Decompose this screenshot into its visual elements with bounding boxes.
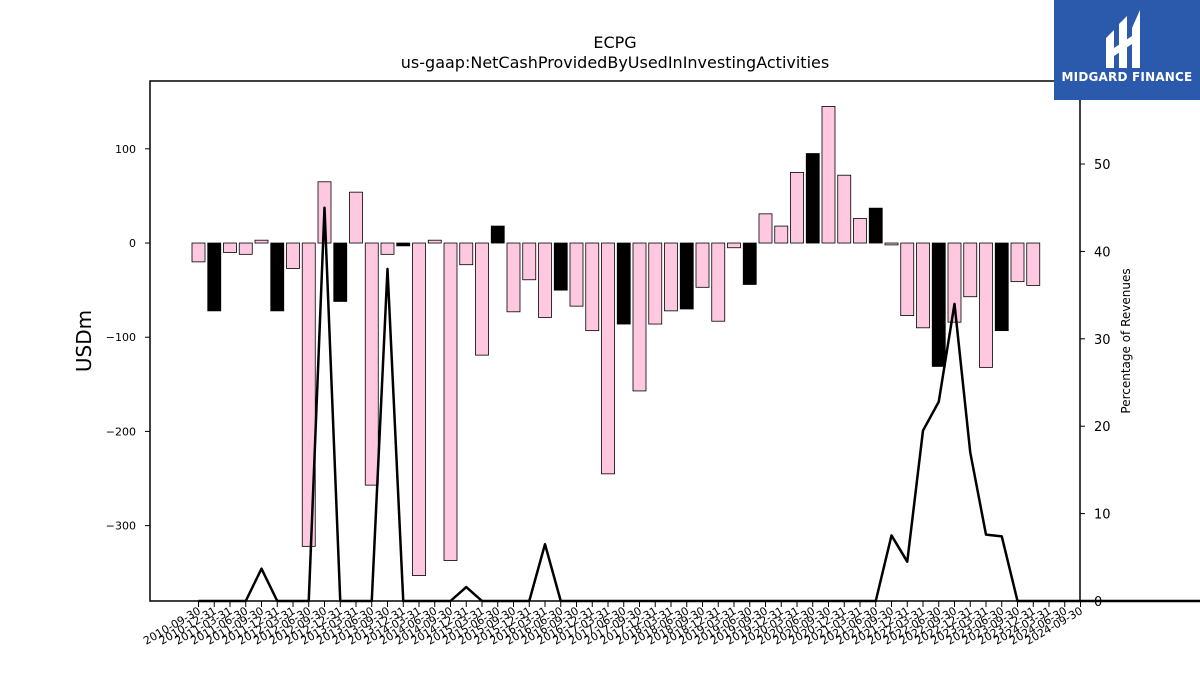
bar-49 bbox=[964, 243, 977, 297]
bar-10 bbox=[350, 192, 363, 243]
bar-23 bbox=[554, 243, 567, 290]
ytick-label-4: −300 bbox=[106, 520, 136, 533]
bar-4 bbox=[255, 240, 268, 243]
midgard-logo-icon bbox=[1054, 0, 1200, 70]
bar-39 bbox=[806, 154, 819, 243]
bar-34 bbox=[728, 243, 741, 248]
bar-13 bbox=[397, 243, 410, 246]
bar-41 bbox=[838, 175, 851, 243]
chart-subtitle: us-gaap:NetCashProvidedByUsedInInvesting… bbox=[401, 53, 829, 72]
y2tick-label-0: 50 bbox=[1094, 158, 1111, 173]
bar-28 bbox=[633, 243, 646, 391]
ytick-label-3: −200 bbox=[106, 425, 136, 438]
bar-26 bbox=[602, 243, 615, 474]
y2tick-label-4: 10 bbox=[1094, 508, 1111, 523]
bar-45 bbox=[901, 243, 914, 316]
bar-16 bbox=[444, 243, 457, 560]
bar-22 bbox=[539, 243, 552, 317]
bar-38 bbox=[791, 172, 804, 243]
bar-27 bbox=[617, 243, 630, 324]
chart-title: ECPG bbox=[593, 33, 636, 52]
bar-46 bbox=[917, 243, 930, 328]
bar-25 bbox=[586, 243, 599, 331]
bar-0 bbox=[192, 243, 205, 262]
bar-29 bbox=[649, 243, 662, 324]
y-axis-right: 50 40 30 20 10 0 bbox=[1080, 158, 1111, 610]
bar-5 bbox=[271, 243, 284, 311]
bar-3 bbox=[239, 243, 252, 254]
y2tick-label-1: 40 bbox=[1094, 245, 1111, 260]
bar-43 bbox=[869, 208, 882, 243]
x-axis: 2010-09-302010-12-312011-03-312011-06-30… bbox=[141, 601, 1085, 648]
bar-24 bbox=[570, 243, 583, 306]
bar-15 bbox=[428, 240, 441, 243]
bar-31 bbox=[680, 243, 693, 309]
bar-18 bbox=[476, 243, 489, 355]
ytick-label-1: 0 bbox=[129, 237, 136, 250]
bar-20 bbox=[507, 243, 520, 312]
bar-30 bbox=[665, 243, 678, 311]
bar-40 bbox=[822, 106, 835, 243]
bar-2 bbox=[224, 243, 237, 252]
bar-9 bbox=[334, 243, 347, 301]
ytick-label-0: 100 bbox=[115, 143, 136, 156]
bar-53 bbox=[1027, 243, 1040, 285]
bar-12 bbox=[381, 243, 394, 254]
bar-47 bbox=[932, 243, 945, 366]
bar-52 bbox=[1011, 243, 1024, 282]
y2tick-label-3: 20 bbox=[1094, 420, 1111, 435]
brand-logo: MIDGARD FINANCE bbox=[1054, 0, 1200, 100]
y2-axis-label: Percentage of Revenues bbox=[1119, 268, 1133, 413]
brand-name: MIDGARD FINANCE bbox=[1054, 70, 1200, 84]
bar-42 bbox=[854, 219, 867, 243]
y-axis-left: 100 0 −100 −200 −300 bbox=[106, 143, 150, 533]
bar-21 bbox=[523, 243, 536, 280]
bar-17 bbox=[460, 243, 473, 265]
bar-37 bbox=[775, 226, 788, 243]
bar-44 bbox=[885, 243, 898, 245]
ytick-label-2: −100 bbox=[106, 331, 136, 344]
bar-35 bbox=[743, 243, 756, 284]
y2tick-label-2: 30 bbox=[1094, 333, 1111, 348]
bar-6 bbox=[287, 243, 300, 268]
y2tick-label-5: 0 bbox=[1094, 595, 1102, 610]
y-axis-label: USDm bbox=[72, 310, 96, 372]
bar-1 bbox=[208, 243, 221, 311]
bar-32 bbox=[696, 243, 709, 287]
bar-36 bbox=[759, 214, 772, 243]
bar-19 bbox=[491, 226, 504, 243]
bar-50 bbox=[980, 243, 993, 367]
bar-51 bbox=[995, 243, 1008, 331]
bar-33 bbox=[712, 243, 725, 321]
bar-14 bbox=[413, 243, 426, 576]
bar-11 bbox=[365, 243, 378, 485]
